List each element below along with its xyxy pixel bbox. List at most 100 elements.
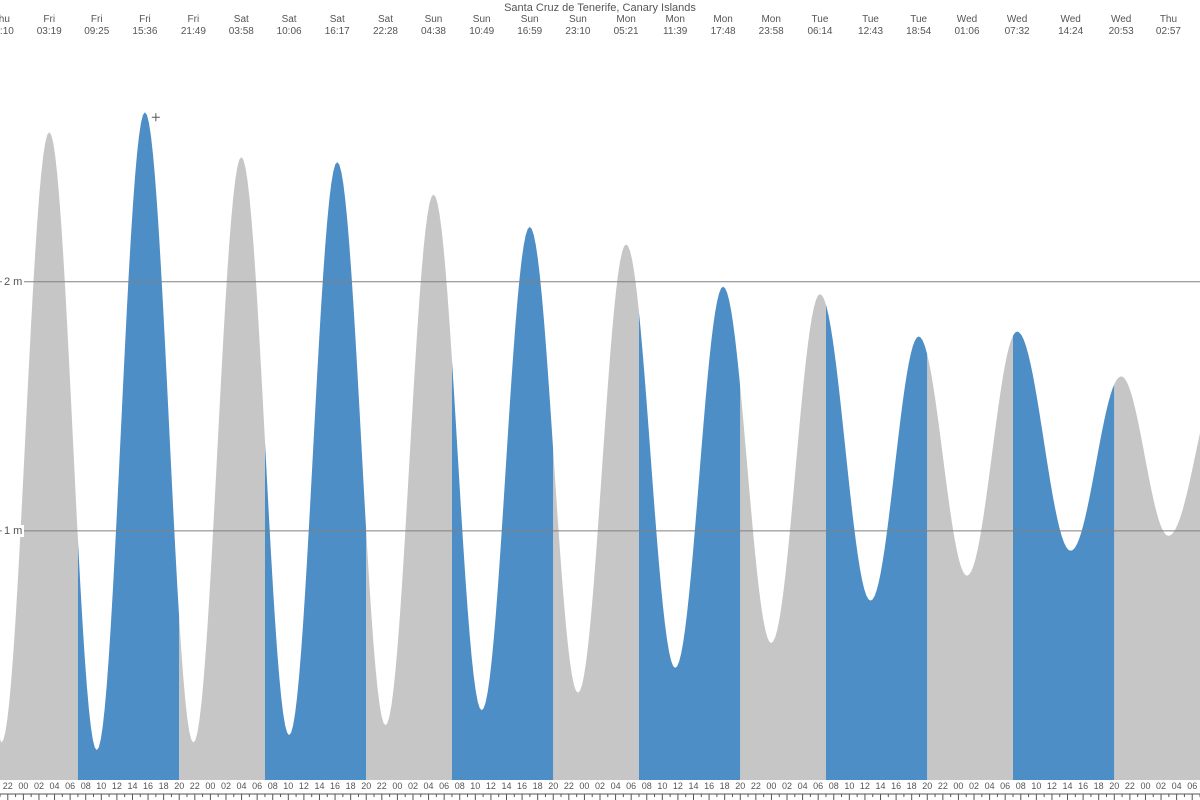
- header-day: Fri: [188, 14, 200, 25]
- x-axis-hour: 00: [205, 781, 215, 791]
- x-axis-hour: 18: [533, 781, 543, 791]
- tide-chart: Santa Cruz de Tenerife, Canary Islands T…: [0, 0, 1200, 800]
- x-axis-hour: 12: [673, 781, 683, 791]
- x-axis-hour: 14: [876, 781, 886, 791]
- header-time: 21:10: [0, 26, 14, 37]
- x-axis-hour: 10: [283, 781, 293, 791]
- header-day: Thu: [1160, 14, 1177, 25]
- x-axis-hour: 18: [159, 781, 169, 791]
- header-day: Sun: [569, 14, 587, 25]
- header-time: 06:14: [807, 26, 832, 37]
- header-time: 07:32: [1005, 26, 1030, 37]
- header-time: 03:58: [229, 26, 254, 37]
- header-day: Fri: [43, 14, 55, 25]
- x-axis-hour: 22: [751, 781, 761, 791]
- x-axis-hour: 16: [1078, 781, 1088, 791]
- header-day: Mon: [713, 14, 732, 25]
- x-axis-hour: 00: [392, 781, 402, 791]
- header-day: Sat: [234, 14, 249, 25]
- header-day: Fri: [139, 14, 151, 25]
- header-day: Tue: [910, 14, 927, 25]
- x-axis-hour: 22: [938, 781, 948, 791]
- header-time: 17:48: [711, 26, 736, 37]
- header-day: Wed: [957, 14, 977, 25]
- x-axis-hour: 10: [470, 781, 480, 791]
- x-axis-hour: 14: [1063, 781, 1073, 791]
- y-axis-label: 2 m: [2, 276, 24, 288]
- x-axis-hour: 16: [517, 781, 527, 791]
- x-axis-hour: 02: [782, 781, 792, 791]
- x-axis-hour: 02: [969, 781, 979, 791]
- x-axis-hour: 12: [860, 781, 870, 791]
- header-time: 04:38: [421, 26, 446, 37]
- x-axis-hour: 20: [735, 781, 745, 791]
- x-axis-hour: 04: [424, 781, 434, 791]
- x-axis-hour: 06: [1187, 781, 1197, 791]
- x-axis-hour: 02: [221, 781, 231, 791]
- x-axis-hour: 04: [985, 781, 995, 791]
- x-axis-hour: 20: [174, 781, 184, 791]
- x-axis-hour: 14: [501, 781, 511, 791]
- x-axis-hour: 20: [548, 781, 558, 791]
- x-axis-hour: 08: [829, 781, 839, 791]
- header-time: 05:21: [614, 26, 639, 37]
- x-axis-hour: 00: [579, 781, 589, 791]
- x-axis-hour: 04: [611, 781, 621, 791]
- header-time: 12:43: [858, 26, 883, 37]
- x-axis-hour: 18: [1094, 781, 1104, 791]
- header-time: 14:24: [1058, 26, 1083, 37]
- header-day: Sat: [330, 14, 345, 25]
- header-time: 09:25: [84, 26, 109, 37]
- header-time: 16:59: [517, 26, 542, 37]
- x-axis-hour: 00: [766, 781, 776, 791]
- header-day: Wed: [1060, 14, 1080, 25]
- x-axis-hour: 06: [252, 781, 262, 791]
- header-time: 15:36: [132, 26, 157, 37]
- x-axis-hour: 02: [408, 781, 418, 791]
- x-axis-hour: 06: [1000, 781, 1010, 791]
- x-axis-hour: 16: [704, 781, 714, 791]
- header-time: 10:06: [277, 26, 302, 37]
- x-axis-hour: 04: [237, 781, 247, 791]
- header-time: 10:49: [469, 26, 494, 37]
- chart-svg: [0, 0, 1200, 800]
- x-axis-hour: 16: [143, 781, 153, 791]
- x-axis-hour: 12: [112, 781, 122, 791]
- x-axis-hour: 08: [1016, 781, 1026, 791]
- header-day: Wed: [1111, 14, 1131, 25]
- x-axis-hour: 02: [595, 781, 605, 791]
- header-time: 21:49: [181, 26, 206, 37]
- x-axis-hour: 08: [81, 781, 91, 791]
- x-axis-hour: 10: [1031, 781, 1041, 791]
- header-day: Thu: [0, 14, 10, 25]
- x-axis-hour: 16: [330, 781, 340, 791]
- x-axis-hour: 02: [34, 781, 44, 791]
- chart-title: Santa Cruz de Tenerife, Canary Islands: [0, 2, 1200, 14]
- header-time: 20:53: [1109, 26, 1134, 37]
- x-axis-hour: 22: [3, 781, 13, 791]
- header-time: 01:06: [954, 26, 979, 37]
- header-day: Fri: [91, 14, 103, 25]
- x-axis-hour: 06: [626, 781, 636, 791]
- x-axis-hour: 14: [688, 781, 698, 791]
- x-axis-hour: 22: [564, 781, 574, 791]
- header-time: 03:19: [37, 26, 62, 37]
- header-time: 11:39: [663, 26, 687, 37]
- x-axis-hour: 06: [65, 781, 75, 791]
- header-day: Sun: [521, 14, 539, 25]
- x-axis-hour: 14: [314, 781, 324, 791]
- x-axis-hour: 06: [813, 781, 823, 791]
- x-axis-hour: 04: [1172, 781, 1182, 791]
- header-day: Mon: [616, 14, 635, 25]
- x-axis-hour: 08: [642, 781, 652, 791]
- header-day: Tue: [812, 14, 829, 25]
- x-axis-hour: 18: [907, 781, 917, 791]
- x-axis-hour: 20: [361, 781, 371, 791]
- x-axis-hour: 00: [1140, 781, 1150, 791]
- header-day: Wed: [1007, 14, 1027, 25]
- x-axis-hour: 04: [50, 781, 60, 791]
- x-axis-hour: 12: [1047, 781, 1057, 791]
- y-axis-label: 1 m: [2, 525, 24, 537]
- x-axis-hour: 08: [268, 781, 278, 791]
- x-axis-hour: 22: [190, 781, 200, 791]
